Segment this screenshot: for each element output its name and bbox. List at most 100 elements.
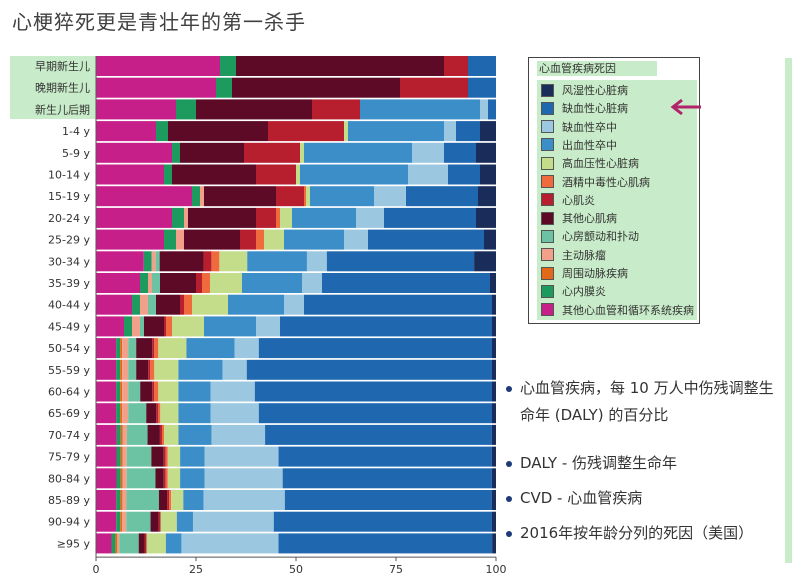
bar-segment [120,359,123,380]
y-tick-label: 20-24 y [48,212,90,225]
bar-segment [491,446,496,467]
bar-segment [140,381,153,402]
y-tick-label: 75-79 y [48,451,90,464]
bar-segment [480,164,496,185]
bar-segment [116,359,121,380]
y-tick-label: 85-89 y [48,494,90,507]
bar-segment [138,533,145,554]
bar-segment [116,468,121,489]
bar-segment [180,446,205,467]
bar-segment [219,251,248,272]
bar-segment [96,294,132,315]
neonatal-highlight-band [10,56,96,119]
bar-segment [254,381,492,402]
bar-segment [310,186,374,207]
legend-item: 风湿性心脏病 [541,81,628,99]
x-tick-label: 25 [189,563,203,576]
bar-segment [96,403,117,424]
bar-segment [180,294,184,315]
bar-segment [280,316,492,337]
bar-segment [491,381,496,402]
bar-segment [120,468,123,489]
bar-segment [165,446,168,467]
legend-item: 缺血性卒中 [541,118,617,136]
y-tick-label: 晚期新生儿 [35,81,90,95]
bar-segment [96,424,117,445]
bar-segment [246,359,492,380]
bar-segment [211,424,266,445]
bar-segment [128,359,137,380]
bar-segment [146,403,157,424]
bar-segment [406,186,478,207]
bar-segment [122,468,127,489]
bar-segment [181,533,279,554]
bar-segment [444,121,456,142]
bar-segment [192,511,274,532]
bar-segment [304,186,306,207]
bar-segment [491,424,496,445]
bar-segment [96,446,117,467]
bar-segment [169,490,172,510]
legend: 心血管疾病死因 风湿性心脏病 缺血性心脏病 缺血性卒中 出血性卒中 高血压性心脏病 酒精中… [528,57,700,324]
bar-segment [491,338,496,359]
bar-segment [276,207,280,228]
legend-swatch [541,284,554,298]
legend-label: 高血压性心脏病 [562,157,639,171]
bar-segment [384,207,476,228]
legend-item: 酒精中毒性心肌病 [541,173,650,191]
bar-segment [280,207,292,228]
bar-segment [484,229,496,250]
bar-segment [204,316,256,337]
bullet-icon [506,461,512,467]
bar-segment [273,511,492,532]
bar-segment [220,56,236,76]
bar-segment [124,316,132,337]
bar-segment [96,381,117,402]
bar-segment [176,99,196,120]
bar-segment [96,229,164,250]
x-tick-label: 50 [289,563,303,576]
bar-segment [116,403,121,424]
bar-segment [96,186,192,207]
bar-segment [126,446,152,467]
legend-item: 出血性卒中 [541,136,617,154]
bar-segment [476,142,496,163]
legend-item: 周围动脉疾病 [541,264,628,282]
bar-segment [143,251,152,272]
legend-item: 其他心肌病 [541,209,617,227]
bar-segment [116,446,121,467]
bar-segment [240,229,256,250]
bar-segment [492,316,496,337]
bar-segment [165,533,182,554]
page-title: 心梗猝死更是青壮年的第一杀手 [12,10,306,34]
x-axis: 0 25 50 75 100 [93,56,507,576]
note-text: 2016年按年龄分列的死因（美国） [520,524,754,542]
legend-label: 其他心血管和循环系统疾病 [562,303,694,317]
bar-segment [258,403,492,424]
bar-segment [204,468,283,489]
bar-segment [172,207,184,228]
bar-segment [178,359,223,380]
bar-segment [228,294,284,315]
bar-segment [96,533,112,554]
y-tick-label: 35-39 y [48,277,90,290]
bar-segment [160,403,179,424]
bullet-icon [506,386,512,392]
bar-segment [300,164,408,185]
y-tick-label: 90-94 y [48,516,90,529]
legend-swatch [541,229,554,243]
bar-segment [492,294,496,315]
bar-segment [172,164,256,185]
bar-segment [222,359,247,380]
x-tick-label: 75 [389,563,403,576]
y-tick-label: 30-34 y [48,255,90,268]
bar-segment [166,316,172,337]
bar-segment [256,316,280,337]
bar-segment [150,511,159,532]
bar-segment [160,511,177,532]
bar-segment [408,164,448,185]
bar-segment [265,424,492,445]
bar-segment [210,403,259,424]
y-tick-label: 80-84 y [48,472,90,485]
